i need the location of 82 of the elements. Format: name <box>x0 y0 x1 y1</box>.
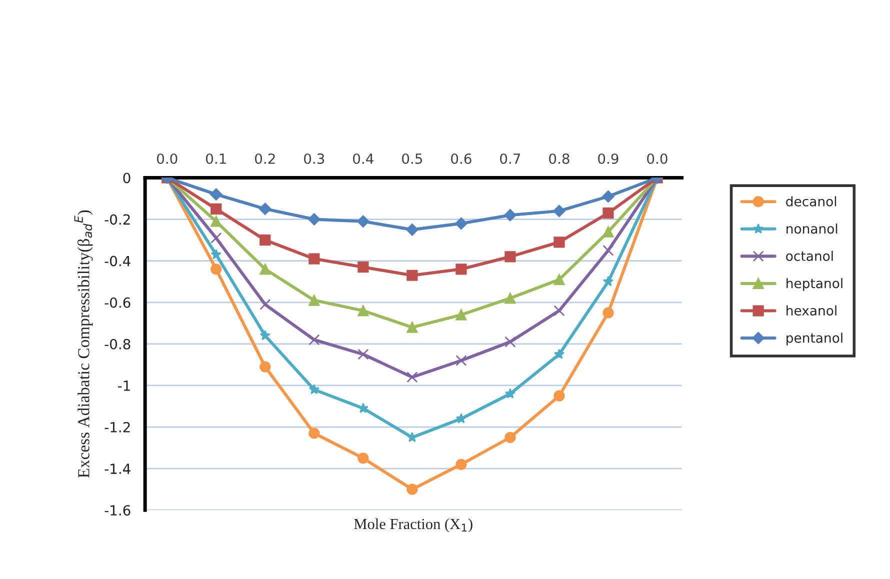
point <box>210 188 222 200</box>
point <box>210 249 222 260</box>
point <box>308 294 320 306</box>
legend-label: decanol <box>786 196 836 206</box>
legend-label: pentanol <box>786 332 842 346</box>
point <box>260 234 271 246</box>
point <box>260 361 271 372</box>
x-tick-label: 0.1 <box>206 153 226 164</box>
point <box>406 432 418 442</box>
point <box>602 276 614 286</box>
y-tick-label: -0.6 <box>104 297 130 308</box>
x-tick-label: 0.7 <box>500 153 520 164</box>
x-tick-label: 0.6 <box>451 153 472 164</box>
point <box>554 236 565 248</box>
x-tick-label: 0.4 <box>353 153 374 164</box>
point <box>210 216 222 227</box>
x-axis-title: Mole Fraction (X$_{1}$) <box>354 518 472 532</box>
point <box>554 390 565 402</box>
point <box>602 244 614 256</box>
legend-label: octanol <box>786 250 833 261</box>
y-tick-label: -1.2 <box>104 422 130 432</box>
point <box>308 334 320 346</box>
x-tick-label: 0.3 <box>304 153 324 164</box>
point <box>406 372 418 383</box>
y-tick-label: -0.4 <box>104 256 130 266</box>
point <box>210 203 222 214</box>
x-tick-label: 0.5 <box>402 153 422 164</box>
point <box>406 270 418 281</box>
point <box>308 253 320 264</box>
point <box>358 452 369 464</box>
y-tick-label: -0.2 <box>104 214 130 225</box>
point <box>358 262 369 273</box>
legend-label: heptanol <box>786 278 842 291</box>
y-tick-label: -0.8 <box>104 338 130 350</box>
x-tick-label: 0.9 <box>598 153 618 164</box>
x-tick-label: 0.2 <box>255 153 275 164</box>
point <box>554 348 565 359</box>
y-tick-label: 0 <box>123 172 130 184</box>
point <box>210 264 222 275</box>
point <box>504 336 516 348</box>
point <box>357 215 370 228</box>
point <box>504 388 516 398</box>
y-axis-title: Excess Adiabatic Compressibility(β$_{ad}$$^{E}$) <box>74 210 93 478</box>
point <box>455 217 468 230</box>
point <box>602 226 614 238</box>
point <box>260 330 270 340</box>
point <box>456 354 467 366</box>
legend-label: hexanol <box>786 305 836 316</box>
point <box>602 208 614 219</box>
point <box>308 384 320 394</box>
point <box>358 348 369 360</box>
point <box>259 202 272 216</box>
point <box>504 432 516 443</box>
point <box>504 209 516 222</box>
y-tick-label: -1.4 <box>104 464 130 474</box>
point <box>456 413 467 424</box>
x-tick-label: 0.8 <box>549 153 570 164</box>
y-tick-label: -1 <box>118 380 130 391</box>
point <box>260 298 271 310</box>
point <box>406 224 418 236</box>
point <box>406 322 418 333</box>
point <box>602 190 614 203</box>
point <box>210 232 222 244</box>
point <box>456 264 467 275</box>
point <box>504 292 516 304</box>
x-tick-label: 0.0 <box>156 153 178 164</box>
legend-label: nonanol <box>786 224 838 234</box>
point <box>554 305 565 316</box>
point <box>308 213 320 226</box>
point <box>553 204 566 218</box>
x-tick-label: 0.0 <box>647 153 668 164</box>
point <box>504 251 516 262</box>
point <box>358 402 368 413</box>
point <box>602 307 614 318</box>
point <box>554 274 565 286</box>
point <box>456 309 467 320</box>
point <box>358 305 369 316</box>
point <box>308 428 320 439</box>
point <box>260 264 271 275</box>
point <box>406 484 418 495</box>
y-tick-label: -1.6 <box>104 505 130 516</box>
point <box>456 458 467 470</box>
